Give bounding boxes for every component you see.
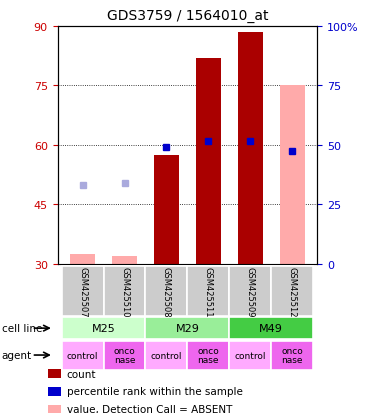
Text: GSM425509: GSM425509 (246, 266, 255, 316)
Text: control: control (234, 351, 266, 360)
Bar (62, 341, 104, 370)
Bar (154, 155, 179, 264)
Text: GSM425507: GSM425507 (78, 266, 87, 316)
Bar (229, 266, 271, 316)
Bar (279, 86, 305, 264)
Bar (62, 266, 104, 316)
Bar (104, 341, 145, 370)
Text: percentile rank within the sample: percentile rank within the sample (67, 387, 243, 396)
Title: GDS3759 / 1564010_at: GDS3759 / 1564010_at (106, 9, 268, 23)
Text: M49: M49 (259, 323, 283, 333)
Bar (145, 266, 187, 316)
Bar (229, 341, 271, 370)
Text: onco
nase: onco nase (281, 346, 303, 365)
Text: onco
nase: onco nase (114, 346, 135, 365)
Bar (196, 59, 221, 264)
Bar (187, 266, 229, 316)
Text: cell line: cell line (2, 323, 42, 333)
Bar (112, 256, 137, 264)
Bar (145, 317, 229, 339)
Text: value, Detection Call = ABSENT: value, Detection Call = ABSENT (67, 404, 232, 413)
Text: control: control (151, 351, 182, 360)
Text: GSM425512: GSM425512 (288, 266, 296, 316)
Text: onco
nase: onco nase (197, 346, 219, 365)
Bar (70, 254, 95, 264)
Text: GSM425508: GSM425508 (162, 266, 171, 316)
Text: agent: agent (2, 350, 32, 360)
Text: M25: M25 (92, 323, 115, 333)
Bar (104, 266, 145, 316)
Bar (145, 341, 187, 370)
Text: M29: M29 (175, 323, 199, 333)
Bar (229, 317, 313, 339)
Bar (237, 33, 263, 264)
Bar (271, 266, 313, 316)
Text: GSM425511: GSM425511 (204, 266, 213, 316)
Text: GSM425510: GSM425510 (120, 266, 129, 316)
Bar (62, 317, 145, 339)
Text: control: control (67, 351, 98, 360)
Bar (187, 341, 229, 370)
Text: count: count (67, 369, 96, 379)
Bar (271, 341, 313, 370)
